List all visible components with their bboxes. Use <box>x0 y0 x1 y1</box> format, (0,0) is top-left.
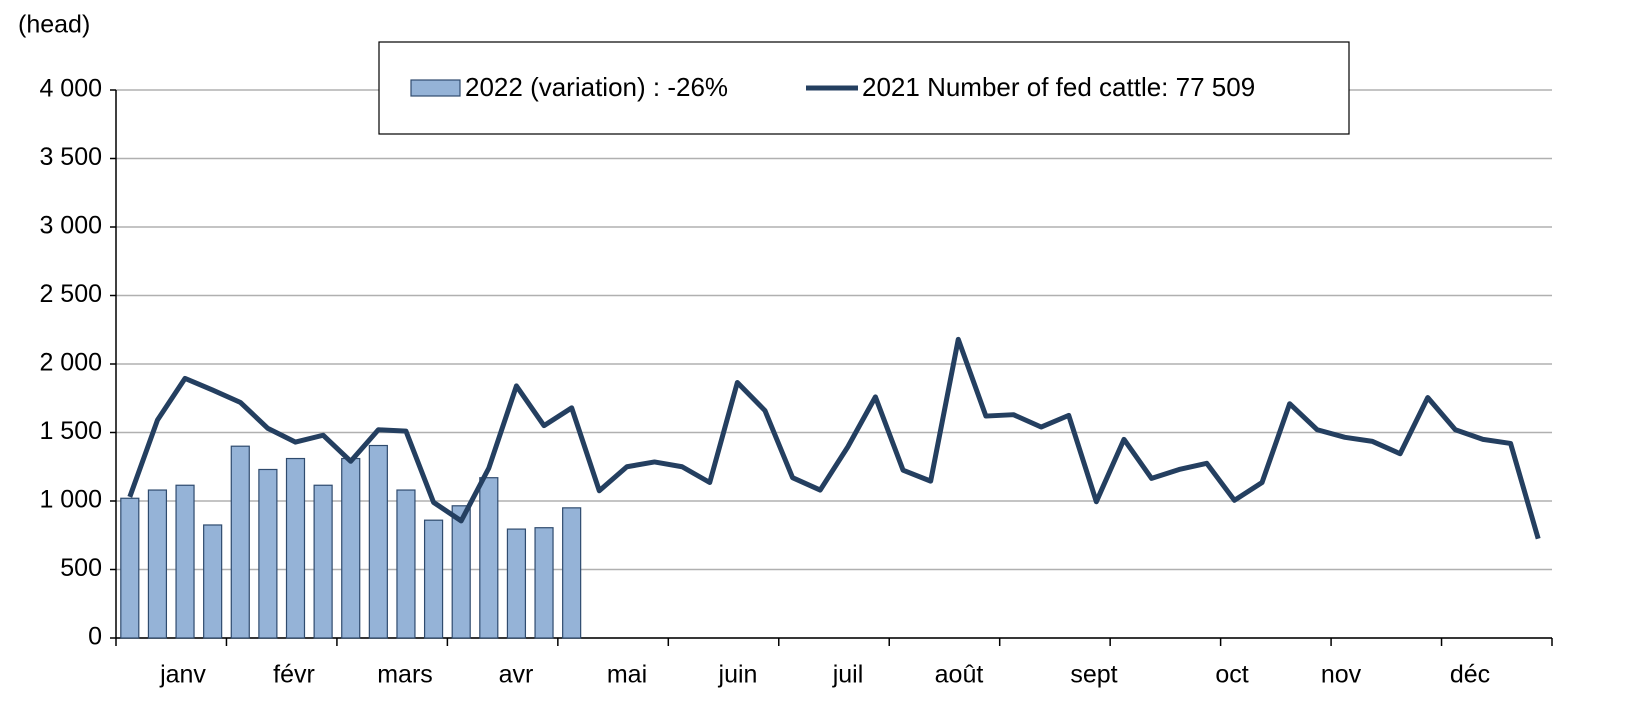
x-tick-label: mars <box>377 661 433 689</box>
legend-box <box>378 41 1350 135</box>
line <box>127 336 1541 540</box>
bar <box>285 457 306 639</box>
bar <box>534 527 554 639</box>
bar <box>341 457 361 639</box>
bar <box>120 497 140 639</box>
x-tick-label: févr <box>273 661 315 689</box>
x-tick-label: août <box>935 661 984 689</box>
bar <box>396 489 416 639</box>
legend-swatch <box>410 79 461 97</box>
y-tick-label: 1 000 <box>39 486 102 514</box>
bar <box>368 444 388 639</box>
x-tick-label: avr <box>499 661 534 689</box>
x-tick-label: juin <box>718 661 758 689</box>
y-tick-label: 3 000 <box>39 212 102 240</box>
bar <box>506 528 527 639</box>
bar <box>147 489 168 639</box>
bar <box>258 468 278 639</box>
bar <box>203 524 223 639</box>
x-tick-label: oct <box>1215 661 1248 689</box>
x-tick-label: janv <box>159 661 206 689</box>
y-tick-label: 1 500 <box>39 417 102 445</box>
y-tick-label: 2 000 <box>39 349 102 377</box>
y-axis-label: (head) <box>18 11 90 39</box>
x-tick-label: déc <box>1450 661 1490 689</box>
legend-label: 2021 Number of fed cattle: 77 509 <box>862 72 1255 102</box>
x-tick-label: nov <box>1321 661 1362 689</box>
y-tick-label: 2 500 <box>39 280 102 308</box>
y-tick-label: 500 <box>60 554 102 582</box>
bar <box>313 484 333 639</box>
x-tick-label: sept <box>1070 661 1117 689</box>
bar <box>562 507 582 639</box>
x-tick-label: mai <box>607 661 647 689</box>
bar <box>175 484 195 639</box>
x-tick-label: juil <box>832 661 864 689</box>
y-tick-label: 3 500 <box>39 143 102 171</box>
bar <box>423 519 444 639</box>
y-tick-label: 0 <box>88 623 102 651</box>
bar <box>230 445 250 639</box>
bar <box>479 477 499 639</box>
bar <box>451 505 471 639</box>
legend-label: 2022 (variation) : -26% <box>465 72 728 102</box>
y-tick-label: 4 000 <box>39 75 102 103</box>
